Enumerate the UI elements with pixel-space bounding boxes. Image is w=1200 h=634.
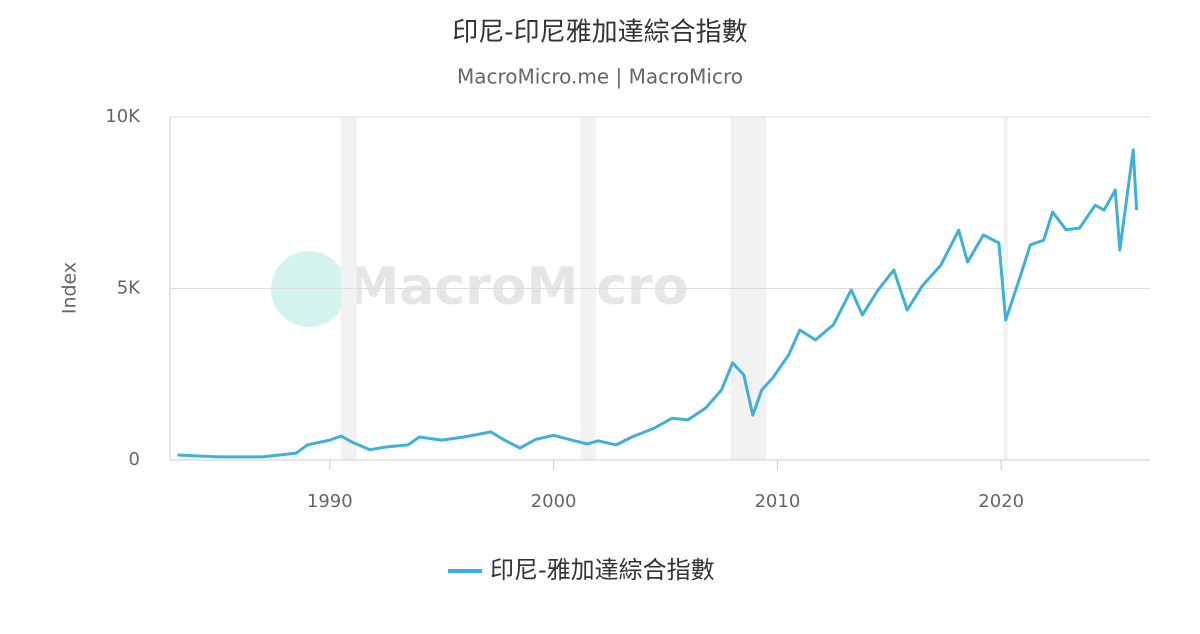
y-tick-label: 10K [105,106,141,127]
y-tick-label: 0 [129,449,140,470]
watermark: MacroMicro [348,257,689,317]
x-tick-label: 2000 [531,491,577,512]
y-tick-label: 5K [117,278,141,299]
x-tick-label: 2020 [978,491,1024,512]
line-series [177,148,1139,459]
chart-subtitle: MacroMicro.me | MacroMicro [457,65,743,89]
legend-label: 印尼-雅加達綜合指數 [490,556,715,584]
y-axis-label: Index [59,262,81,314]
chart-title: 印尼-印尼雅加達綜合指數 [452,18,747,48]
x-tick-label: 1990 [307,491,353,512]
x-tick-label: 2010 [754,491,800,512]
